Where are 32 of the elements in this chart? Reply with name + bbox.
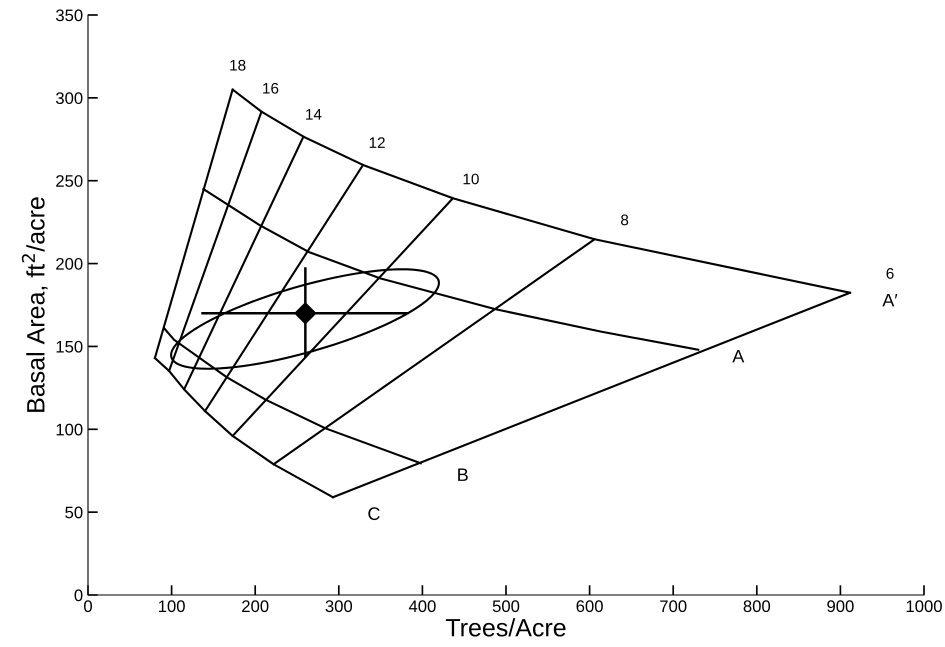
annotation: A: [732, 350, 744, 362]
annotation: C: [368, 507, 380, 520]
x-tick-label: 400: [408, 600, 436, 612]
x-tick-label: 700: [660, 600, 686, 612]
annotation: 10: [464, 174, 479, 184]
annotation: 12: [370, 137, 385, 148]
x-tick-label: 200: [242, 600, 268, 612]
x-tick-label: 500: [492, 600, 520, 612]
x-tick-label: 300: [326, 600, 352, 612]
x-tick-label: 900: [827, 600, 854, 612]
annotation: 18: [230, 60, 246, 71]
x-tick-label: 0: [84, 600, 92, 612]
x-tick-label: 100: [158, 600, 185, 612]
annotation: 14: [306, 109, 322, 120]
annotation: A′: [882, 294, 898, 306]
annotation: 8: [621, 214, 628, 226]
annotation: B: [458, 468, 468, 481]
y-tick-label: 300: [56, 92, 82, 104]
y-tick-label: 350: [56, 9, 82, 22]
y-tick-label: 250: [56, 175, 82, 187]
y-axis-title: Basal Area, ft$^{2}$/acre: [22, 197, 48, 412]
y-tick-label: 100: [56, 424, 82, 436]
annotation: 16: [263, 82, 278, 94]
x-tick-label: 1000: [906, 600, 942, 612]
y-tick-label: 150: [56, 340, 82, 353]
x-axis-title: Trees/Acre: [446, 618, 566, 637]
y-tick-label: 0: [74, 589, 82, 602]
annotation: 6: [886, 268, 894, 279]
y-tick-label: 50: [65, 506, 82, 518]
y-tick-label: 200: [56, 258, 82, 270]
x-tick-label: 600: [576, 600, 603, 612]
x-tick-label: 800: [744, 600, 770, 612]
